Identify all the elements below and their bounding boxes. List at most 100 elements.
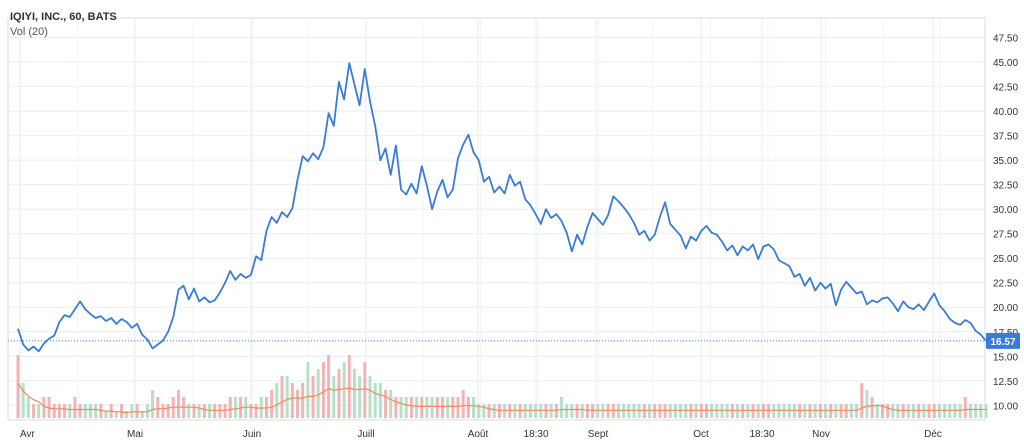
volume-bar — [306, 362, 310, 418]
volume-bar — [140, 411, 144, 418]
price-series-line — [17, 62, 987, 353]
volume-bar — [849, 404, 853, 418]
volume-bar — [358, 376, 362, 418]
volume-bar — [425, 397, 429, 418]
volume-bar — [16, 355, 20, 418]
volume-bar — [958, 404, 962, 418]
volume-bar — [792, 404, 796, 418]
x-tick-label: 18:30 — [523, 429, 548, 440]
volume-bar — [699, 404, 703, 418]
volume-bar — [202, 404, 206, 418]
volume-bar — [192, 404, 196, 418]
volume-bar — [337, 369, 341, 418]
volume-bar — [156, 397, 160, 418]
y-tick-label: 25.00 — [993, 254, 1018, 265]
volume-bar — [497, 404, 501, 418]
volume-bar — [891, 404, 895, 418]
volume-bar — [456, 397, 460, 418]
volume-bar — [818, 404, 822, 418]
x-tick-label: Août — [468, 429, 489, 440]
volume-bar — [161, 404, 165, 418]
volume-bar — [694, 404, 698, 418]
volume-bar — [409, 397, 413, 418]
volume-bar — [518, 404, 522, 418]
volume-bar — [751, 404, 755, 418]
y-tick-label: 32.50 — [993, 181, 1018, 192]
y-tick-label: 30.00 — [993, 205, 1018, 216]
volume-bar — [844, 404, 848, 418]
volume-bar — [404, 397, 408, 418]
volume-bar — [37, 404, 41, 418]
volume-bar — [922, 404, 926, 418]
volume-bar — [435, 397, 439, 418]
y-tick-label: 35.00 — [993, 156, 1018, 167]
volume-bar — [648, 404, 652, 418]
volume-bar — [710, 404, 714, 418]
volume-bar — [917, 404, 921, 418]
volume-bar — [125, 411, 129, 418]
volume-bar — [88, 404, 92, 418]
volume-bar — [901, 404, 905, 418]
volume-bar — [953, 404, 957, 418]
volume-bar — [715, 404, 719, 418]
volume-bar — [151, 390, 155, 418]
volume-bar — [394, 397, 398, 418]
volume-bar — [503, 404, 507, 418]
volume-bar — [761, 404, 765, 418]
volume-bar — [290, 383, 294, 418]
volume-bar — [601, 404, 605, 418]
volume-bar — [720, 404, 724, 418]
volume-bar — [368, 376, 372, 418]
volume-bar — [803, 404, 807, 418]
volume-bar — [746, 404, 750, 418]
volume-bar — [642, 404, 646, 418]
volume-bar — [782, 404, 786, 418]
volume-bar — [896, 404, 900, 418]
volume-bar — [575, 404, 579, 418]
y-tick-label: 12.50 — [993, 377, 1018, 388]
volume-bar — [865, 390, 869, 418]
volume-bar — [446, 397, 450, 418]
volume-bar — [363, 362, 367, 418]
volume-bar — [679, 404, 683, 418]
volume-bar — [591, 404, 595, 418]
volume-bar — [668, 404, 672, 418]
volume-bar — [984, 404, 988, 418]
volume-bar — [777, 404, 781, 418]
volume-bar — [197, 404, 201, 418]
volume-bar — [808, 404, 812, 418]
volume-bar — [52, 404, 56, 418]
volume-bar — [492, 404, 496, 418]
volume-bar — [120, 404, 124, 418]
volume-bar — [32, 404, 36, 418]
volume-bar — [114, 411, 118, 418]
volume-bar — [342, 362, 346, 418]
volume-bar — [963, 397, 967, 418]
volume-bar — [104, 411, 108, 418]
volume-bar — [534, 404, 538, 418]
x-tick-label: 18:30 — [749, 429, 774, 440]
volume-bar — [378, 383, 382, 418]
volume-bar — [772, 404, 776, 418]
volume-bar — [301, 383, 305, 418]
volume-bar — [637, 404, 641, 418]
volume-bar — [663, 404, 667, 418]
volume-bar — [254, 404, 258, 418]
volume-bar — [466, 397, 470, 418]
volume-bar — [704, 404, 708, 418]
volume-bar — [384, 390, 388, 418]
volume-bar — [549, 404, 553, 418]
volume-bar — [166, 404, 170, 418]
volume-bar — [611, 404, 615, 418]
volume-bar — [68, 404, 72, 418]
volume-bar — [673, 404, 677, 418]
x-tick-label: Oct — [693, 429, 709, 440]
volume-bar — [829, 404, 833, 418]
volume-bar — [653, 404, 657, 418]
volume-bar — [948, 404, 952, 418]
x-tick-label: Juin — [243, 429, 261, 440]
x-tick-label: Sept — [588, 429, 609, 440]
volume-bar — [415, 397, 419, 418]
volume-bar — [798, 404, 802, 418]
